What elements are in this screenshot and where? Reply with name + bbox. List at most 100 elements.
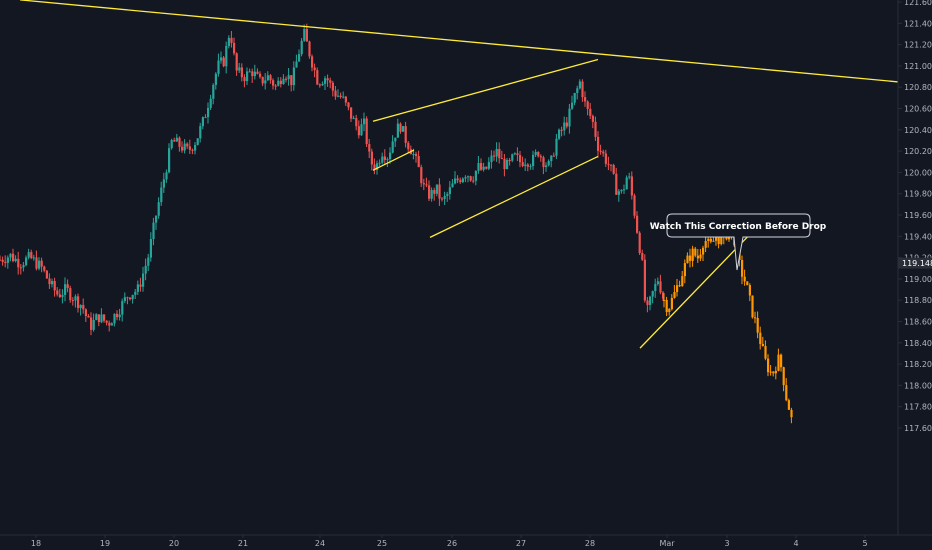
candle <box>519 151 522 168</box>
trendline-2 <box>372 149 415 171</box>
candle-body <box>79 304 82 309</box>
candle <box>474 170 477 186</box>
candle <box>311 54 314 72</box>
candle-body <box>743 276 746 282</box>
candle <box>77 293 80 313</box>
candle-body <box>30 252 33 259</box>
candle-body <box>378 162 381 164</box>
candle-body <box>485 166 488 169</box>
candle <box>160 181 163 206</box>
candle-body <box>467 176 470 178</box>
candle-body <box>417 156 420 168</box>
projection-candles <box>663 227 793 424</box>
projection-candle <box>689 248 692 268</box>
candle-body <box>129 297 132 300</box>
candle-body <box>607 163 610 165</box>
trendline-1 <box>19 0 932 86</box>
projection-candle <box>748 283 751 302</box>
candle <box>35 250 38 271</box>
candle-body <box>550 155 553 162</box>
candle-body <box>704 240 707 248</box>
projection-candle <box>699 248 702 261</box>
candle-body <box>441 198 444 200</box>
candle <box>425 177 428 188</box>
candle <box>266 71 269 81</box>
candle-body <box>266 75 269 81</box>
candle <box>435 184 438 197</box>
candle-body <box>139 284 142 287</box>
candle-body <box>370 151 373 165</box>
candle-body <box>100 314 103 323</box>
candle-body <box>636 215 639 233</box>
candle-body <box>188 146 191 150</box>
candle <box>581 79 584 102</box>
candle <box>71 297 74 306</box>
candle-body <box>178 137 181 147</box>
candle-body <box>772 371 775 374</box>
candle-body <box>761 343 764 346</box>
candle-body <box>95 314 98 320</box>
candle-body <box>227 37 230 46</box>
candle <box>126 296 129 305</box>
candle <box>612 163 615 175</box>
candle-body <box>287 75 290 80</box>
candle <box>506 158 509 170</box>
projection-candle <box>668 308 671 316</box>
candle-body <box>87 316 90 318</box>
candle-body <box>694 248 697 256</box>
candle-body <box>4 261 7 263</box>
candle-body <box>547 161 550 166</box>
candle <box>9 253 12 262</box>
candle <box>485 166 488 170</box>
candle-body <box>394 137 397 142</box>
candle-body <box>383 156 386 160</box>
projection-candle <box>761 336 764 347</box>
candle-body <box>516 153 519 156</box>
candle-body <box>61 294 64 298</box>
candle-body <box>612 165 615 174</box>
candle <box>441 197 444 202</box>
candle-body <box>604 153 607 164</box>
candle-body <box>630 176 633 196</box>
candle-body <box>342 96 345 98</box>
candle-body <box>597 136 600 151</box>
candle-body <box>368 144 371 152</box>
candle-body <box>331 82 334 91</box>
candle <box>360 118 363 136</box>
projection-candle <box>691 245 694 267</box>
candle-body <box>404 126 407 143</box>
candle <box>347 102 350 111</box>
candle <box>118 308 121 321</box>
candle <box>641 249 644 262</box>
y-tick-label: 120.000 <box>904 168 932 177</box>
candle-body <box>503 158 506 170</box>
candle-body <box>487 162 490 169</box>
candle <box>428 180 431 201</box>
candle <box>368 138 371 159</box>
candle-body <box>157 202 160 216</box>
candle-body <box>220 57 223 61</box>
candle <box>552 152 555 157</box>
candle <box>630 171 633 200</box>
candle <box>272 78 275 90</box>
candle-body <box>12 253 15 262</box>
candle <box>560 126 563 137</box>
candle-body <box>787 400 790 410</box>
candle-body <box>45 270 48 279</box>
candle <box>342 91 345 99</box>
current-price-label: 119.148 <box>902 259 932 268</box>
candle-body <box>0 259 2 261</box>
candle-body <box>40 260 43 267</box>
candle <box>56 287 59 297</box>
candle <box>459 177 462 184</box>
candle <box>633 193 636 219</box>
candle-body <box>451 183 454 188</box>
candle-body <box>168 148 171 173</box>
candle-body <box>678 285 681 287</box>
candle <box>383 149 386 165</box>
x-tick-label: 26 <box>447 539 457 548</box>
candle <box>545 162 548 172</box>
candle-body <box>477 163 480 171</box>
candle-body <box>357 126 360 136</box>
